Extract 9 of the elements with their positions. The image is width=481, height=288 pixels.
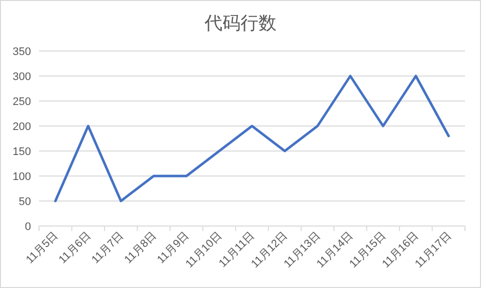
y-tick-label: 200 xyxy=(12,121,31,133)
chart-title: 代码行数 xyxy=(204,13,276,33)
y-tick-label: 350 xyxy=(12,46,31,58)
y-tick-label: 300 xyxy=(12,71,31,83)
y-tick-label: 250 xyxy=(12,96,31,108)
line-series xyxy=(54,74,450,202)
y-tick-label: 100 xyxy=(12,171,31,183)
y-tick-label: 150 xyxy=(12,146,31,158)
y-tick-label: 50 xyxy=(18,196,31,208)
